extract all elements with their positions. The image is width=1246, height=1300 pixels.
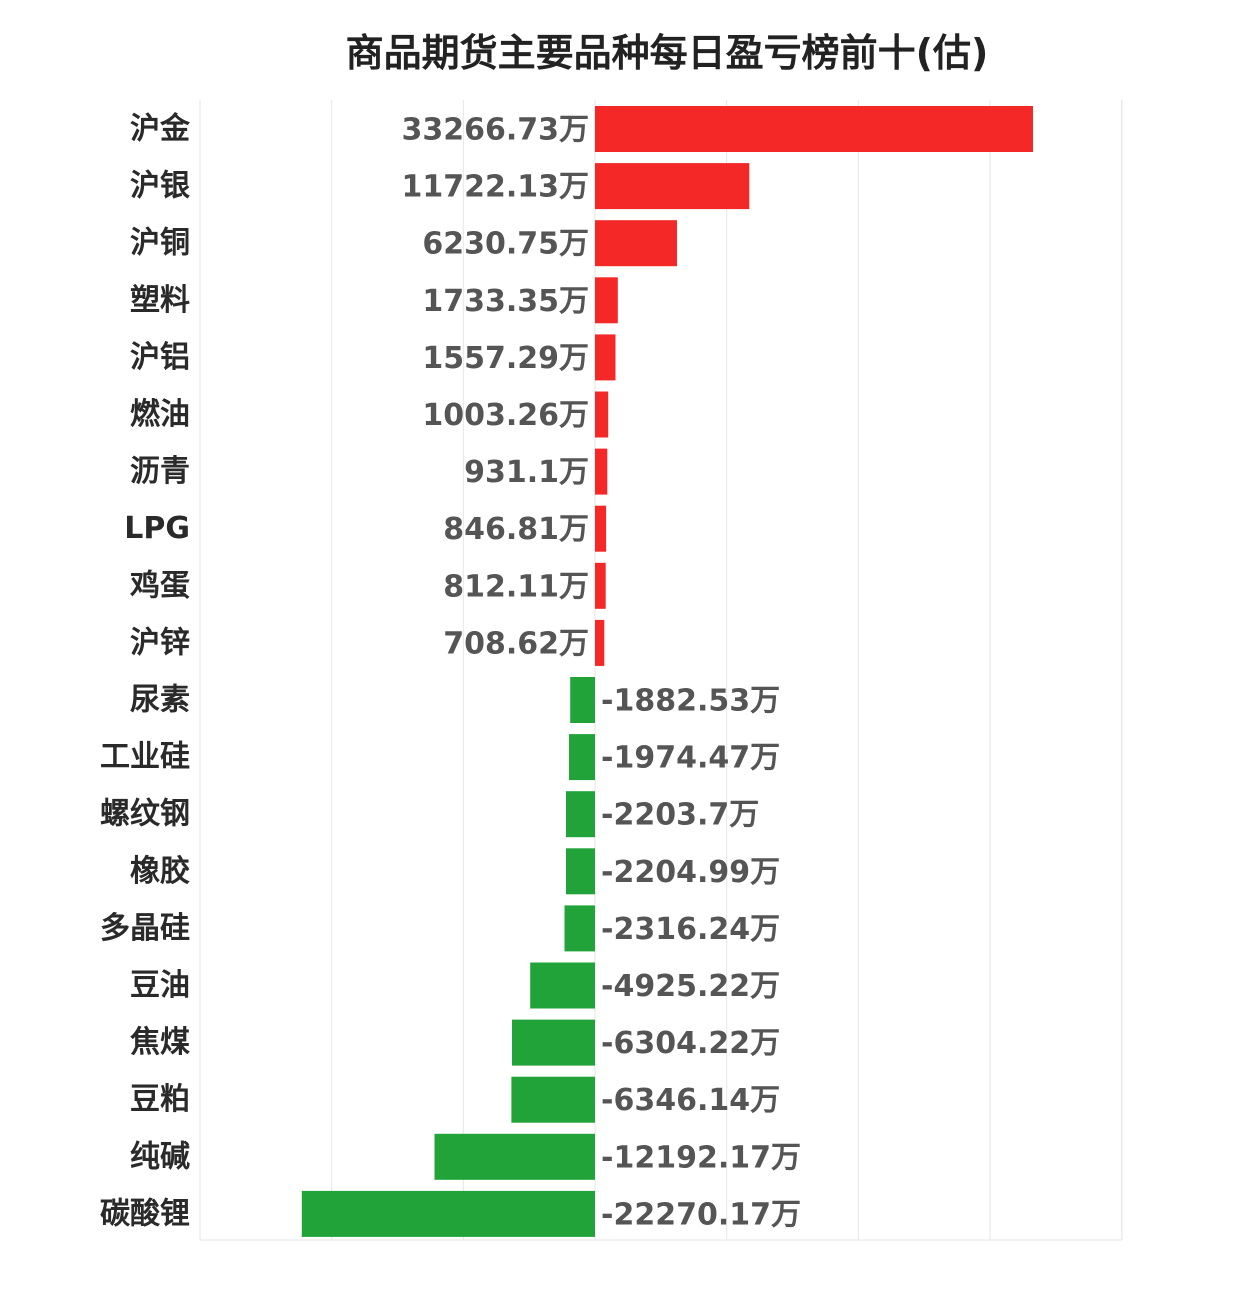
value-label: 1557.29万 [422,341,589,376]
value-label: 6230.75万 [422,227,589,262]
bar-碳酸锂 [301,1190,595,1237]
value-label: -2204.99万 [601,855,780,890]
value-label: -2203.7万 [601,798,759,833]
category-label: 豆粕 [130,1082,190,1117]
category-label: 鸡蛋 [130,568,190,603]
bar-橡胶 [566,848,595,895]
value-label: 812.11万 [443,569,589,604]
category-label: LPG [124,511,190,546]
category-label: 焦煤 [130,1025,190,1060]
bar-沥青 [595,448,608,495]
value-label: 846.81万 [443,512,589,547]
bar-沪铝 [595,334,616,381]
value-label: 931.1万 [464,455,589,490]
value-label: 708.62万 [443,626,589,661]
bar-豆粕 [511,1076,595,1123]
bar-燃油 [595,391,609,438]
category-label: 螺纹钢 [100,797,190,832]
bar-豆油 [530,962,595,1009]
category-label: 塑料 [130,283,190,318]
bar-沪金 [595,106,1033,152]
category-label: 碳酸锂 [100,1196,190,1231]
category-label: 豆油 [130,968,190,1003]
category-label: 沪金 [130,112,191,147]
value-label: 1003.26万 [422,398,589,433]
bar-尿素 [570,677,595,723]
category-label: 沪银 [130,169,190,204]
value-label: 33266.73万 [401,113,589,148]
category-label: 沪铝 [130,340,190,375]
bar-焦煤 [512,1019,595,1066]
category-label: 纯碱 [130,1139,190,1174]
value-label: 11722.13万 [401,170,589,205]
bar-沪锌 [595,619,605,666]
bar-多晶硅 [564,905,595,952]
value-label: -1974.47万 [601,741,780,776]
bar-塑料 [595,277,618,324]
bar-沪铜 [595,220,677,267]
bar-工业硅 [569,734,595,781]
bars [301,106,1033,1237]
value-label: -2316.24万 [601,912,780,947]
category-label: 多晶硅 [100,911,190,946]
bar-鸡蛋 [595,562,606,609]
category-label: 沥青 [130,454,190,489]
category-label: 橡胶 [130,854,190,889]
category-label: 沪锌 [130,625,190,660]
bar-螺纹钢 [566,791,595,838]
value-label: -12192.17万 [601,1140,801,1175]
category-label: 尿素 [130,683,190,718]
value-label: -1882.53万 [601,684,780,719]
value-label: -4925.22万 [601,969,780,1004]
chart-title: 商品期货主要品种每日盈亏榜前十(估) [345,31,989,75]
value-label: -6304.22万 [601,1026,780,1061]
category-label: 燃油 [130,397,190,432]
bar-LPG [595,505,607,552]
value-label: 1733.35万 [422,284,589,319]
category-label: 工业硅 [100,740,190,775]
category-label: 沪铜 [130,226,190,261]
grid-lines [199,100,1123,1241]
bar-沪银 [595,163,750,210]
value-label: -22270.17万 [601,1197,801,1232]
bar-纯碱 [434,1133,595,1180]
value-label: -6346.14万 [601,1083,780,1118]
